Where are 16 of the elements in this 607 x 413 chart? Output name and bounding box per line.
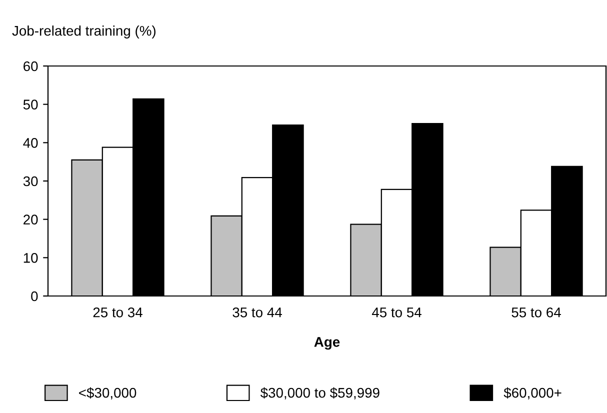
legend-label: $30,000 to $59,999 [260,387,380,400]
x-tick-label: 45 to 54 [372,308,422,318]
y-tick-label: 10 [24,253,38,263]
x-tick-label: 55 to 64 [512,307,561,318]
y-tick-label: 60 [24,61,38,72]
y-tick-label: 20 [24,214,38,225]
y-tick-label: 0 [31,291,38,302]
legend-label: $60,000+ [504,387,562,400]
y-tick-label: 30 [23,176,38,186]
y-axis-title: Job-related training (%) [12,26,156,38]
y-tick-label: 40 [23,138,38,148]
y-tick-label: 50 [23,100,38,110]
x-axis-title: Age [314,337,340,350]
x-tick-label: 35 to 44 [232,307,282,318]
x-tick-label: 25 to 34 [93,307,142,318]
legend-label: <$30,000 [79,387,136,400]
